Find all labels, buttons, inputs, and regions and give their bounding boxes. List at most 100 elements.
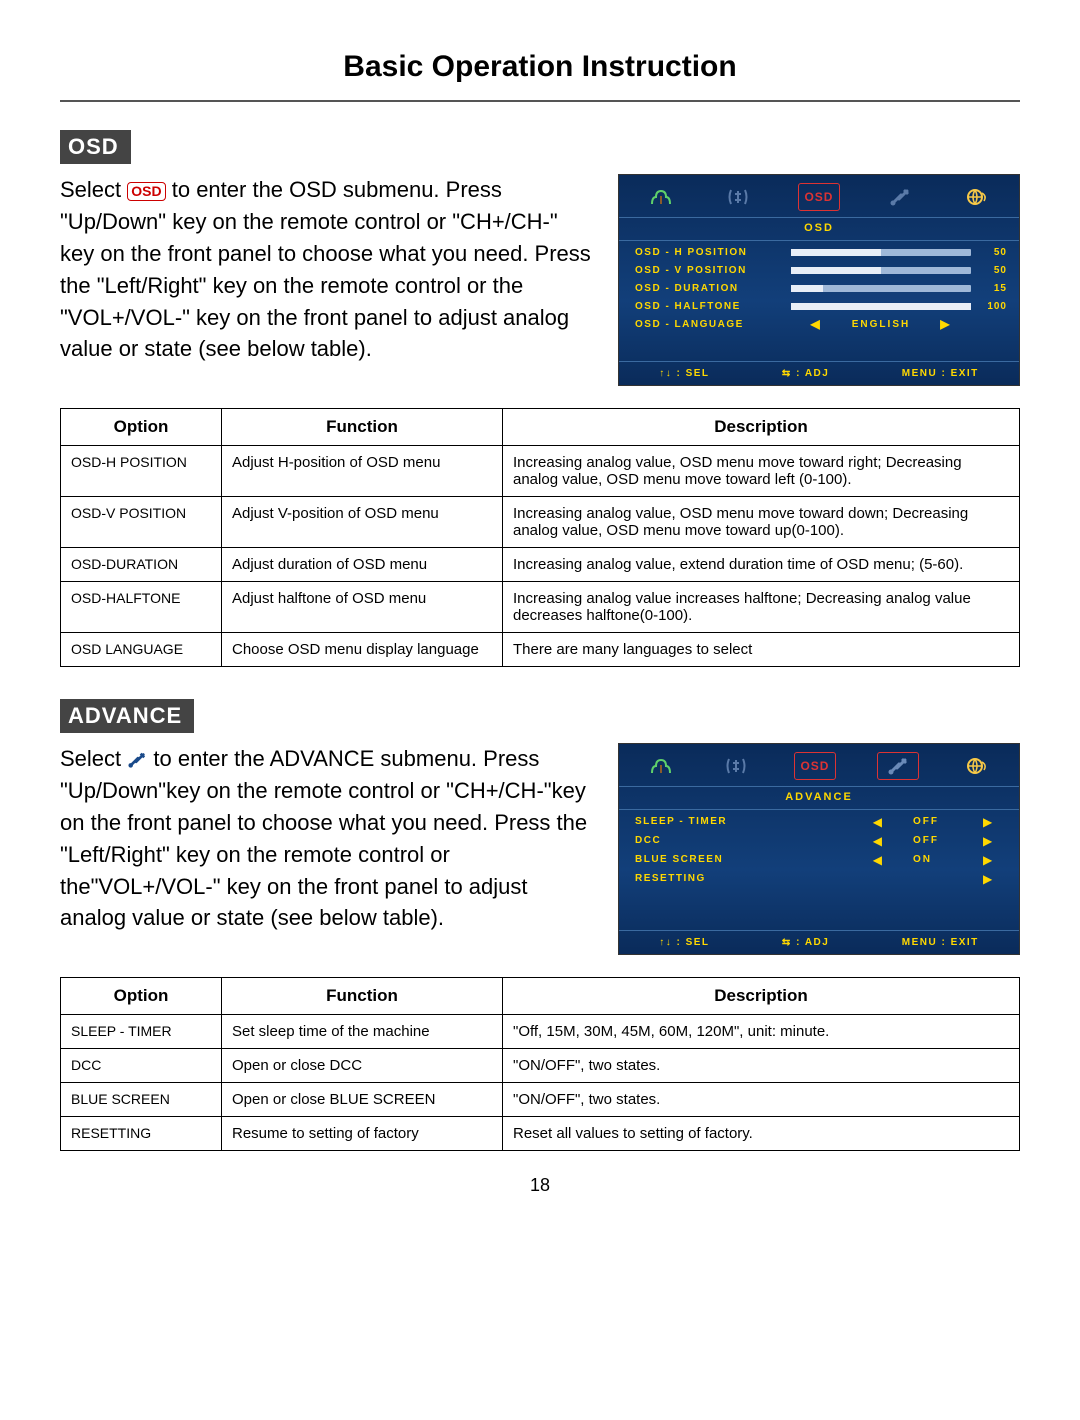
- osd-row-label: OSD - V POSITION: [635, 265, 785, 276]
- osd-row: OSD - V POSITION 50: [635, 261, 1007, 279]
- advance-panel: OSD ADVANCE SLEEP - TIMER◀OFF▶DCC◀OFF▶BL…: [618, 743, 1020, 955]
- table-cell: Choose OSD menu display language: [222, 633, 503, 667]
- adv-text-pre: Select: [60, 746, 127, 771]
- adv-row-label: BLUE SCREEN: [635, 854, 785, 865]
- osd-icon: OSD: [794, 752, 836, 780]
- adv-row-label: DCC: [635, 835, 785, 846]
- page-title: Basic Operation Instruction: [60, 50, 1020, 84]
- footer-exit: MENU : EXIT: [902, 937, 979, 948]
- th-function: Function: [222, 978, 503, 1015]
- table-row: BLUE SCREENOpen or close BLUE SCREEN"ON/…: [61, 1083, 1020, 1117]
- osd-panel-heading: OSD: [619, 218, 1019, 240]
- th-option: Option: [61, 409, 222, 446]
- osd-row: OSD - DURATION15: [635, 279, 1007, 297]
- table-row: OSD LANGUAGEChoose OSD menu display lang…: [61, 633, 1020, 667]
- osd-row-value: 50: [977, 265, 1007, 276]
- adv-left-arrow: ◀: [785, 834, 913, 848]
- footer-adj: ⇆ : ADJ: [782, 368, 829, 379]
- adv-right-arrow: ▶: [983, 853, 1007, 867]
- picture-icon: [644, 753, 678, 779]
- advance-table: Option Function Description SLEEP - TIME…: [60, 977, 1020, 1151]
- table-cell: OSD LANGUAGE: [61, 633, 222, 667]
- table-cell: Increasing analog value, OSD menu move t…: [503, 497, 1020, 548]
- osd-row-label: OSD - H POSITION: [635, 247, 785, 258]
- table-cell: RESETTING: [61, 1117, 222, 1151]
- osd-text-post: to enter the OSD submenu. Press "Up/Down…: [60, 177, 591, 361]
- table-cell: Open or close BLUE SCREEN: [222, 1083, 503, 1117]
- table-cell: Adjust halftone of OSD menu: [222, 582, 503, 633]
- osd-slider: [791, 303, 971, 310]
- table-cell: Adjust duration of OSD menu: [222, 548, 503, 582]
- osd-row-value: 100: [977, 301, 1007, 312]
- adv-row-label: RESETTING: [635, 873, 785, 884]
- osd-row: OSD - HALFTONE 100: [635, 297, 1007, 315]
- globe-icon: [960, 184, 994, 210]
- table-cell: Increasing analog value, extend duration…: [503, 548, 1020, 582]
- footer-adj: ⇆ : ADJ: [782, 937, 829, 948]
- osd-badge-icon: OSD: [127, 182, 165, 201]
- adv-row-value: OFF: [913, 835, 983, 846]
- table-cell: Set sleep time of the machine: [222, 1015, 503, 1049]
- osd-header: OSD: [60, 130, 131, 164]
- table-cell: SLEEP - TIMER: [61, 1015, 222, 1049]
- table-cell: Adjust V-position of OSD menu: [222, 497, 503, 548]
- tools-icon: [883, 184, 917, 210]
- table-cell: BLUE SCREEN: [61, 1083, 222, 1117]
- table-cell: OSD-DURATION: [61, 548, 222, 582]
- advance-header: ADVANCE: [60, 699, 194, 733]
- table-row: DCCOpen or close DCC"ON/OFF", two states…: [61, 1049, 1020, 1083]
- adv-row: RESETTING▶: [635, 869, 1007, 888]
- adv-right-arrow: ▶: [983, 815, 1007, 829]
- table-cell: Open or close DCC: [222, 1049, 503, 1083]
- adv-row: DCC◀OFF▶: [635, 831, 1007, 850]
- osd-text-pre: Select: [60, 177, 127, 202]
- table-cell: DCC: [61, 1049, 222, 1083]
- table-cell: Adjust H-position of OSD menu: [222, 446, 503, 497]
- table-cell: Increasing analog value increases halfto…: [503, 582, 1020, 633]
- osd-row-label: OSD - HALFTONE: [635, 301, 785, 312]
- table-cell: "Off, 15M, 30M, 45M, 60M, 120M", unit: m…: [503, 1015, 1020, 1049]
- globe-icon: [960, 753, 994, 779]
- table-row: OSD-HALFTONEAdjust halftone of OSD menuI…: [61, 582, 1020, 633]
- sound-icon: [719, 753, 753, 779]
- adv-right-arrow: ▶: [983, 834, 1007, 848]
- sound-icon: [721, 184, 755, 210]
- osd-slider: [791, 249, 971, 256]
- osd-row-value: 50: [977, 247, 1007, 258]
- adv-left-arrow: ◀: [785, 815, 913, 829]
- table-cell: OSD-HALFTONE: [61, 582, 222, 633]
- tools-icon: [877, 752, 919, 780]
- table-cell: Resume to setting of factory: [222, 1117, 503, 1151]
- table-cell: "ON/OFF", two states.: [503, 1083, 1020, 1117]
- osd-topbar: OSD: [619, 175, 1019, 218]
- footer-exit: MENU : EXIT: [902, 368, 979, 379]
- table-cell: OSD-H POSITION: [61, 446, 222, 497]
- osd-language-row: OSD - LANGUAGE◀ENGLISH▶: [635, 315, 1007, 333]
- osd-row-label: OSD - DURATION: [635, 283, 785, 294]
- table-cell: OSD-V POSITION: [61, 497, 222, 548]
- osd-slider: [791, 285, 971, 292]
- adv-row-value: OFF: [913, 816, 983, 827]
- footer-sel: ↑↓ : SEL: [659, 368, 709, 379]
- table-row: RESETTINGResume to setting of factoryRes…: [61, 1117, 1020, 1151]
- osd-text: Select OSD to enter the OSD submenu. Pre…: [60, 174, 598, 365]
- table-cell: There are many languages to select: [503, 633, 1020, 667]
- table-cell: Increasing analog value, OSD menu move t…: [503, 446, 1020, 497]
- adv-row-label: SLEEP - TIMER: [635, 816, 785, 827]
- title-rule: [60, 100, 1020, 102]
- adv-left-arrow: ◀: [785, 853, 913, 867]
- adv-row: SLEEP - TIMER◀OFF▶: [635, 812, 1007, 831]
- osd-panel: OSD OSD OSD - H POSITION50OSD - V POSITI…: [618, 174, 1020, 386]
- osd-row: OSD - H POSITION 50: [635, 243, 1007, 261]
- osd-panel-footer: ↑↓ : SEL ⇆ : ADJ MENU : EXIT: [619, 361, 1019, 385]
- osd-panel-body: OSD - H POSITION50OSD - V POSITION50OSD …: [619, 240, 1019, 361]
- table-row: OSD-V POSITIONAdjust V-position of OSD m…: [61, 497, 1020, 548]
- footer-sel: ↑↓ : SEL: [659, 937, 709, 948]
- table-row: OSD-DURATIONAdjust duration of OSD menuI…: [61, 548, 1020, 582]
- th-description: Description: [503, 409, 1020, 446]
- adv-topbar: OSD: [619, 744, 1019, 787]
- table-row: OSD-H POSITIONAdjust H-position of OSD m…: [61, 446, 1020, 497]
- adv-panel-body: SLEEP - TIMER◀OFF▶DCC◀OFF▶BLUE SCREEN◀ON…: [619, 809, 1019, 930]
- picture-icon: [644, 184, 678, 210]
- osd-slider: [791, 267, 971, 274]
